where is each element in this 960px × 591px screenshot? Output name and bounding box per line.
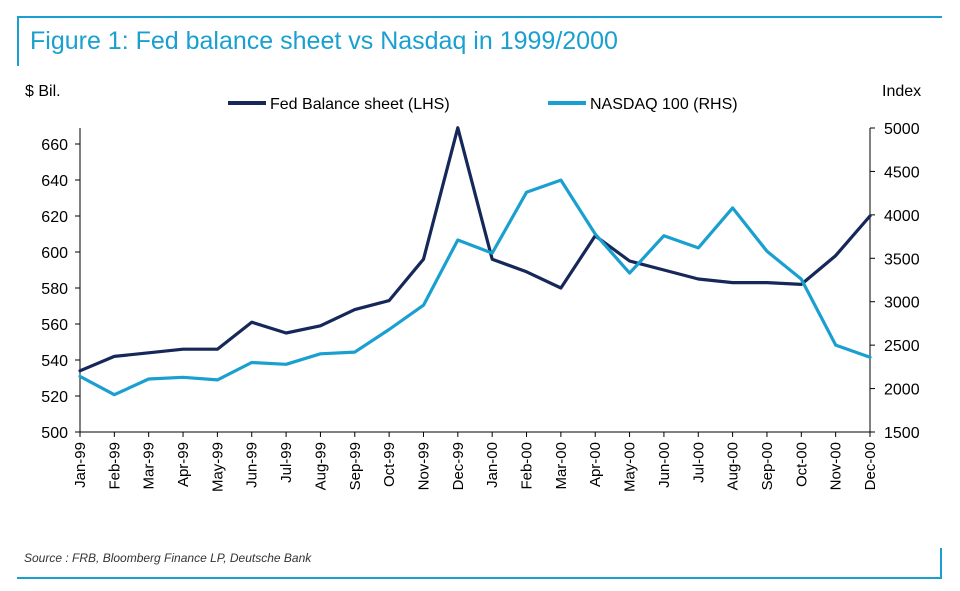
y-tick-label-left: 640 — [41, 173, 68, 190]
y-tick-label-right: 3000 — [884, 295, 920, 312]
x-tick-label: Jul-99 — [278, 442, 295, 483]
y-axis-title-left: $ Bil. — [25, 83, 61, 100]
nasdaq-line — [78, 178, 872, 397]
y-tick-label-left: 660 — [41, 137, 68, 154]
bottom-rule — [17, 577, 942, 579]
x-tick-label: Nov-99 — [415, 442, 432, 490]
y-tick-label-left: 620 — [41, 209, 68, 226]
x-tick-label: Jan-00 — [484, 442, 501, 488]
top-left-rule — [17, 16, 19, 66]
legend-label: NASDAQ 100 (RHS) — [590, 96, 738, 113]
y-tick-label-right: 3500 — [884, 251, 920, 268]
y-tick-label-left: 560 — [41, 317, 68, 334]
x-tick-label: Dec-99 — [450, 442, 467, 490]
x-tick-label: Jul-00 — [690, 442, 707, 483]
bottom-right-rule — [940, 548, 942, 579]
x-tick-label: Aug-99 — [312, 442, 329, 490]
y-tick-label-right: 5000 — [884, 121, 920, 138]
y-tick-label-left: 540 — [41, 353, 68, 370]
axes: 500 520 540 560 580 600 620 640 660 1500 2000 2500 3… — [25, 83, 921, 492]
top-rule — [17, 16, 942, 18]
y-tick-label-right: 2000 — [884, 382, 920, 399]
x-tick-label: May-00 — [622, 442, 639, 492]
y-tick-label-right: 1500 — [884, 425, 920, 442]
x-tick-label: Sep-99 — [347, 442, 364, 490]
y-tick-label-right: 2500 — [884, 338, 920, 355]
x-tick-label: Jan-99 — [72, 442, 89, 488]
legend: Fed Balance sheet (LHS) NASDAQ 100 (RHS) — [228, 96, 738, 113]
y-tick-label-left: 500 — [41, 425, 68, 442]
x-tick-label: Mar-00 — [553, 442, 570, 490]
y-tick-label-left: 580 — [41, 281, 68, 298]
x-tick-label: Nov-00 — [828, 442, 845, 490]
x-tick-label: Dec-00 — [862, 442, 879, 490]
x-tick-label: Mar-99 — [141, 442, 158, 490]
y-tick-label-right: 4000 — [884, 208, 920, 225]
x-tick-label: Jun-99 — [244, 442, 261, 488]
plot-area — [78, 126, 872, 397]
x-tick-label: Feb-99 — [106, 442, 123, 490]
x-tick-label: Apr-99 — [175, 442, 192, 487]
x-tick-label: Apr-00 — [587, 442, 604, 487]
fed-balance-line — [78, 126, 872, 373]
x-tick-label: Oct-99 — [381, 442, 398, 487]
x-tick-label: Aug-00 — [725, 442, 742, 490]
y-tick-label-left: 600 — [41, 245, 68, 262]
y-axis-title-right: Index — [882, 83, 921, 100]
source-note: Source : FRB, Bloomberg Finance LP, Deut… — [24, 551, 312, 565]
legend-label: Fed Balance sheet (LHS) — [270, 96, 450, 113]
x-tick-label: May-99 — [209, 442, 226, 492]
x-tick-label: Jun-00 — [656, 442, 673, 488]
y-tick-label-right: 4500 — [884, 164, 920, 181]
y-tick-label-left: 520 — [41, 389, 68, 406]
x-tick-label: Sep-00 — [759, 442, 776, 490]
x-tick-label: Feb-00 — [519, 442, 536, 490]
page-title: Figure 1: Fed balance sheet vs Nasdaq in… — [30, 27, 618, 55]
x-tick-label: Oct-00 — [793, 442, 810, 487]
